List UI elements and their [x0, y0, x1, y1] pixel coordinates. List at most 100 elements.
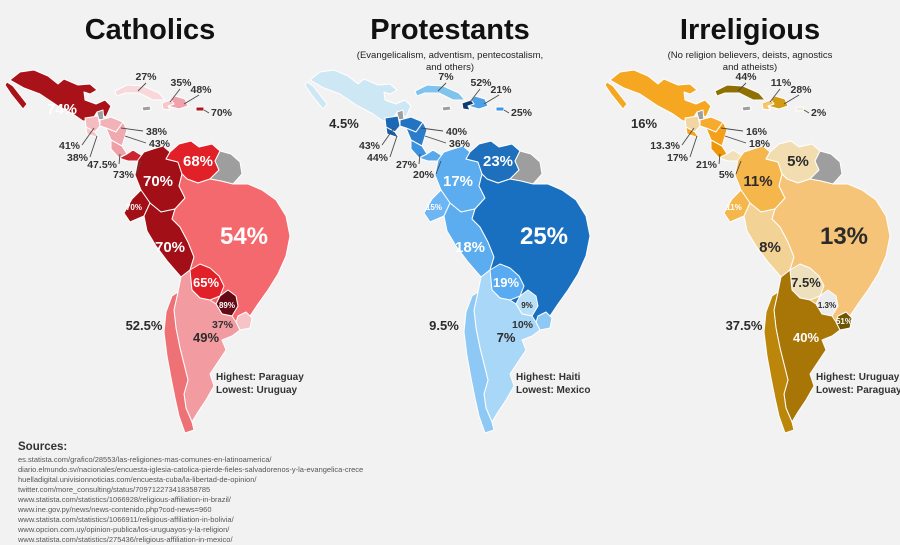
label-honduras: 40% [446, 126, 468, 138]
value-labels-catholics: 74% 27% 35% 48% 70% 41% 38% 38% 43% 47.5… [47, 71, 268, 345]
source-line: www.statista.com/statistics/1066911/reli… [18, 514, 234, 524]
label-el-salvador: 17% [667, 152, 689, 164]
label-argentina: 49% [193, 330, 219, 345]
sources-title: Sources: [18, 441, 68, 453]
value-labels-irreligious: 16% 44% 11% 28% 2% 13.3% 17% 16% 18% 21%… [631, 71, 868, 345]
panel-subtitle-protestants: (Evangelicalism, adventism, pentecostali… [356, 50, 544, 74]
label-argentina: 7% [497, 330, 516, 345]
label-mexico: 74% [47, 101, 77, 118]
label-paraguay: 1.3% [818, 301, 836, 310]
country-cuba [714, 84, 766, 101]
source-line: huelladigital.univisionnoticias.com/encu… [18, 474, 257, 484]
panel-title-irreligious: Irreligious [679, 14, 821, 46]
panel-irreligious: Irreligious (No religion believers, deis… [600, 0, 900, 540]
panel-protestants: Protestants (Evangelicalism, adventism, … [300, 0, 600, 540]
panel-catholics: Catholics [0, 0, 304, 540]
label-brazil: 25% [520, 223, 568, 250]
note-lowest: Lowest: Mexico [516, 385, 590, 396]
source-line: www.statista.com/statistics/1066928/reli… [18, 494, 231, 504]
country-cuba [114, 84, 166, 101]
label-uruguay: 37% [212, 319, 234, 331]
source-line: www.opcion.com.uy/opinion-publica/los-ur… [18, 524, 230, 534]
country-jamaica [141, 105, 152, 112]
label-ecuador: 70% [126, 203, 142, 212]
label-costa-rica: 47.5% [87, 159, 117, 171]
panel-title-protestants: Protestants [370, 14, 530, 46]
country-cuba [414, 84, 466, 101]
label-guatemala: 13.3% [650, 140, 680, 152]
country-haiti [461, 99, 475, 111]
label-venezuela: 5% [787, 153, 809, 170]
label-chile: 9.5% [429, 318, 459, 333]
leader-lines [81, 82, 210, 175]
leader-lines [381, 82, 510, 175]
source-line: twitter.com/more_consulting/status/70971… [18, 484, 211, 494]
label-paraguay: 9% [521, 301, 533, 310]
label-nicaragua: 36% [449, 138, 471, 150]
country-haiti [161, 99, 175, 111]
label-cuba: 27% [135, 71, 157, 83]
label-costa-rica: 27% [396, 159, 418, 171]
label-guatemala: 41% [59, 140, 81, 152]
note-highest: Highest: Uruguay [816, 372, 900, 383]
value-labels-protestants: 4.5% 7% 52% 21% 25% 43% 44% 40% 36% 27% … [329, 71, 568, 345]
note-highest: Highest: Paraguay [216, 372, 304, 383]
label-cuba: 7% [438, 71, 454, 83]
label-colombia: 11% [743, 173, 772, 190]
label-dominican-republic: 28% [790, 84, 812, 96]
source-line: es.statista.com/grafico/28553/las-religi… [18, 455, 272, 464]
label-peru: 70% [155, 239, 185, 256]
label-haiti: 52% [470, 77, 492, 89]
country-jamaica [741, 105, 752, 112]
note-lowest: Lowest: Uruguay [216, 385, 298, 396]
label-peru: 18% [455, 239, 485, 256]
label-honduras: 16% [746, 126, 768, 138]
country-haiti [761, 99, 775, 111]
label-el-salvador: 38% [67, 152, 89, 164]
label-puerto-rico: 2% [811, 107, 827, 119]
label-venezuela: 68% [183, 153, 213, 170]
map-catholics: 74% 27% 35% 48% 70% 41% 38% 38% 43% 47.5… [4, 69, 304, 434]
label-ecuador: 15% [426, 203, 442, 212]
label-cuba: 44% [735, 71, 757, 83]
label-costa-rica: 21% [696, 159, 718, 171]
label-mexico: 4.5% [329, 116, 359, 131]
source-line: www.statista.com/statistics/275436/relig… [18, 534, 233, 544]
country-puerto-rico [795, 106, 805, 112]
label-el-salvador: 44% [367, 152, 389, 164]
label-colombia: 17% [443, 173, 473, 190]
label-peru: 8% [759, 239, 781, 256]
label-paraguay: 89% [219, 301, 235, 310]
country-jamaica [441, 105, 452, 112]
label-bolivia: 19% [493, 275, 519, 290]
country-puerto-rico [495, 106, 505, 112]
panel-subtitle-irreligious: (No religion believers, deists, agnostic… [667, 50, 833, 74]
label-puerto-rico: 70% [211, 107, 233, 119]
label-argentina: 40% [793, 330, 819, 345]
map-protestants: 4.5% 7% 52% 21% 25% 43% 44% 40% 36% 27% … [304, 69, 591, 434]
note-highest: Highest: Haiti [516, 372, 581, 383]
label-brazil: 13% [820, 223, 868, 250]
panel-title-catholics: Catholics [84, 14, 216, 46]
label-panama: 5% [719, 169, 735, 181]
label-venezuela: 23% [483, 153, 513, 170]
label-nicaragua: 18% [749, 138, 771, 150]
country-puerto-rico [195, 106, 205, 112]
label-chile: 52.5% [126, 318, 163, 333]
label-haiti: 35% [170, 77, 192, 89]
label-uruguay: 10% [512, 319, 534, 331]
label-guatemala: 43% [359, 140, 381, 152]
label-dominican-republic: 21% [490, 84, 512, 96]
label-colombia: 70% [143, 173, 173, 190]
label-brazil: 54% [220, 223, 268, 250]
map-irreligious: 16% 44% 11% 28% 2% 13.3% 17% 16% 18% 21%… [604, 69, 900, 434]
country-mexico [609, 69, 712, 122]
label-honduras: 38% [146, 126, 168, 138]
leader-lines [681, 82, 810, 175]
source-line: www.ine.gov.py/news/news-contenido.php?c… [18, 504, 212, 514]
label-bolivia: 65% [193, 275, 219, 290]
source-line: diario.elmundo.sv/nacionales/encuesta-ig… [18, 464, 364, 474]
label-puerto-rico: 25% [511, 107, 533, 119]
label-bolivia: 7.5% [791, 275, 821, 290]
note-lowest: Lowest: Paraguay [816, 385, 900, 396]
